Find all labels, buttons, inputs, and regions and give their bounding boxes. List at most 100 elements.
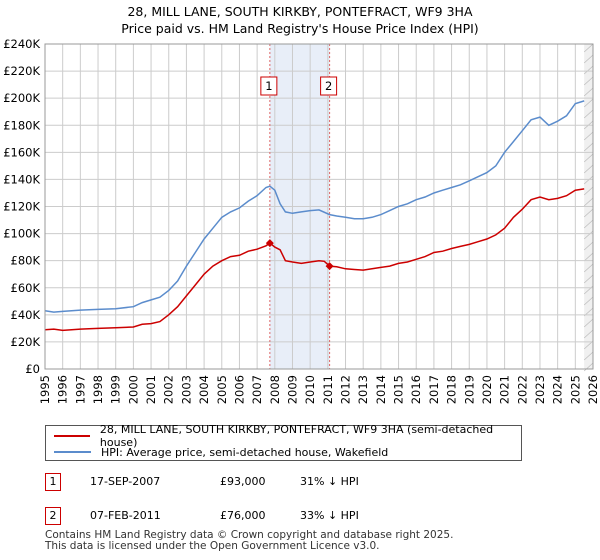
x-tick-label: 2019 xyxy=(462,375,476,404)
series-line-hpi xyxy=(44,100,585,313)
x-tick-label: 2022 xyxy=(515,375,529,404)
projection-hatch-line xyxy=(583,208,594,218)
x-tick-label: 1995 xyxy=(38,375,52,404)
transaction-number-badge: 1 xyxy=(45,473,61,491)
table-row: 1 17-SEP-2007 £93,000 31% ↓ HPI xyxy=(45,473,465,493)
projection-hatch-line xyxy=(583,164,594,174)
x-tick-label: 2020 xyxy=(480,375,494,404)
sale-number-label: 2 xyxy=(325,79,332,93)
sale-number-box xyxy=(320,76,338,96)
projection-hatch-line xyxy=(583,329,594,339)
x-tick-label: 2021 xyxy=(498,375,512,404)
transaction-price: £76,000 xyxy=(220,509,266,522)
y-tick-label: £220K xyxy=(3,64,40,78)
title-line-2: Price paid vs. HM Land Registry's House … xyxy=(121,21,479,36)
y-tick-label: £80K xyxy=(11,254,41,268)
y-tick-label: £100K xyxy=(3,227,40,241)
y-tick-label: £120K xyxy=(3,200,40,214)
projection-hatch-line xyxy=(583,241,594,251)
series-layer xyxy=(44,100,585,332)
price-chart: 1 2 £0£20K£40K£60K£80K£100K£120K£140K£160… xyxy=(3,37,600,404)
x-tick-label: 2011 xyxy=(321,375,335,404)
projection-hatch-line xyxy=(583,296,594,306)
projection-hatch-line xyxy=(583,98,594,108)
projection-hatch-line xyxy=(583,362,594,372)
x-tick-label: 2006 xyxy=(232,375,246,404)
y-tick-label: £180K xyxy=(3,118,40,132)
legend-item-hpi: HPI: Average price, semi-detached house,… xyxy=(54,444,388,460)
x-tick-label: 2005 xyxy=(215,375,229,404)
x-tick-label: 2012 xyxy=(339,375,353,404)
table-row: 2 07-FEB-2011 £76,000 33% ↓ HPI xyxy=(45,507,465,527)
title-line-1: 28, MILL LANE, SOUTH KIRKBY, PONTEFRACT,… xyxy=(127,4,473,19)
projection-hatch-line xyxy=(583,43,594,53)
x-tick-label: 2001 xyxy=(144,375,158,404)
x-tick-label: 2008 xyxy=(268,375,282,404)
transaction-hpi-delta: 33% ↓ HPI xyxy=(300,509,359,522)
projection-hatch-line xyxy=(583,76,594,86)
projection-hatch-line xyxy=(583,197,594,207)
x-tick-label: 2003 xyxy=(179,375,193,404)
chart-title: 28, MILL LANE, SOUTH KIRKBY, PONTEFRACT,… xyxy=(0,3,600,37)
sale-point xyxy=(325,262,334,271)
projection-hatch-line xyxy=(583,252,594,262)
transaction-price: £93,000 xyxy=(220,475,266,488)
x-tick-label: 2026 xyxy=(586,375,600,404)
projection-hatch-line xyxy=(583,109,594,119)
projection-hatch-line xyxy=(583,263,594,273)
projection-hatch-line xyxy=(583,219,594,229)
y-tick-label: £60K xyxy=(11,281,41,295)
plot-frame xyxy=(44,43,594,370)
shade-layer xyxy=(269,43,594,372)
projection-hatch-line xyxy=(583,54,594,64)
sale-number-label: 1 xyxy=(265,79,272,93)
projection-hatch-line xyxy=(583,131,594,141)
legend-swatch-property xyxy=(54,435,90,437)
legend-label-property: 28, MILL LANE, SOUTH KIRKBY, PONTEFRACT,… xyxy=(99,423,494,449)
y-tick-label: £140K xyxy=(3,172,40,186)
projection-hatch-line xyxy=(583,274,594,284)
footer-line-1: Contains HM Land Registry data © Crown c… xyxy=(45,529,454,541)
x-tick-label: 1996 xyxy=(56,375,70,404)
y-tick-label: £40K xyxy=(11,308,41,322)
y-tick-label: £240K xyxy=(3,37,40,51)
projection-hatch-line xyxy=(583,153,594,163)
legend-item-property: 28, MILL LANE, SOUTH KIRKBY, PONTEFRACT,… xyxy=(54,423,521,449)
transaction-number-badge: 2 xyxy=(45,507,61,525)
axis-layer: £0 £20K £40K £60K £80K £100K £120K £140K £160K £1… xyxy=(3,37,600,404)
footer-line-2: This data is licensed under the Open Gov… xyxy=(45,540,380,552)
x-tick-label: 2025 xyxy=(568,375,582,404)
projection-hatch-line xyxy=(583,230,594,240)
x-tick-label: 2023 xyxy=(533,375,547,404)
x-tick-label: 2004 xyxy=(197,375,211,404)
projection-hatch-line xyxy=(583,186,594,196)
projection-hatch-line xyxy=(583,65,594,75)
footer: Contains HM Land Registry data © Crown c… xyxy=(45,530,453,552)
x-tick-label: 2002 xyxy=(162,375,176,404)
x-tick-label: 1998 xyxy=(91,375,105,404)
y-tick-label: £200K xyxy=(3,91,40,105)
projection-hatch-line xyxy=(583,87,594,97)
projection-hatch-line xyxy=(583,318,594,328)
transaction-date: 07-FEB-2011 xyxy=(90,509,161,522)
x-tick-label: 2024 xyxy=(551,375,565,404)
x-tick-label: 2000 xyxy=(126,375,140,404)
legend: 28, MILL LANE, SOUTH KIRKBY, PONTEFRACT,… xyxy=(45,423,522,461)
y-tick-label: £0 xyxy=(25,362,40,376)
legend-swatch-hpi xyxy=(54,451,91,453)
x-tick-label: 2017 xyxy=(427,375,441,404)
projection-hatch-line xyxy=(583,351,594,361)
legend-label-hpi: HPI: Average price, semi-detached house,… xyxy=(101,445,389,459)
x-tick-label: 2007 xyxy=(250,375,264,404)
sale-point xyxy=(265,239,274,248)
x-tick-label: 2018 xyxy=(445,375,459,404)
x-tick-label: 2014 xyxy=(374,375,388,404)
x-tick-label: 2015 xyxy=(392,375,406,404)
x-tick-label: 1999 xyxy=(109,375,123,404)
transaction-hpi-delta: 31% ↓ HPI xyxy=(300,475,359,488)
series-line-property xyxy=(44,188,585,332)
x-tick-label: 2016 xyxy=(409,375,423,404)
sale-number-box xyxy=(260,76,278,96)
x-tick-label: 2013 xyxy=(356,375,370,404)
x-tick-label: 2009 xyxy=(285,375,299,404)
